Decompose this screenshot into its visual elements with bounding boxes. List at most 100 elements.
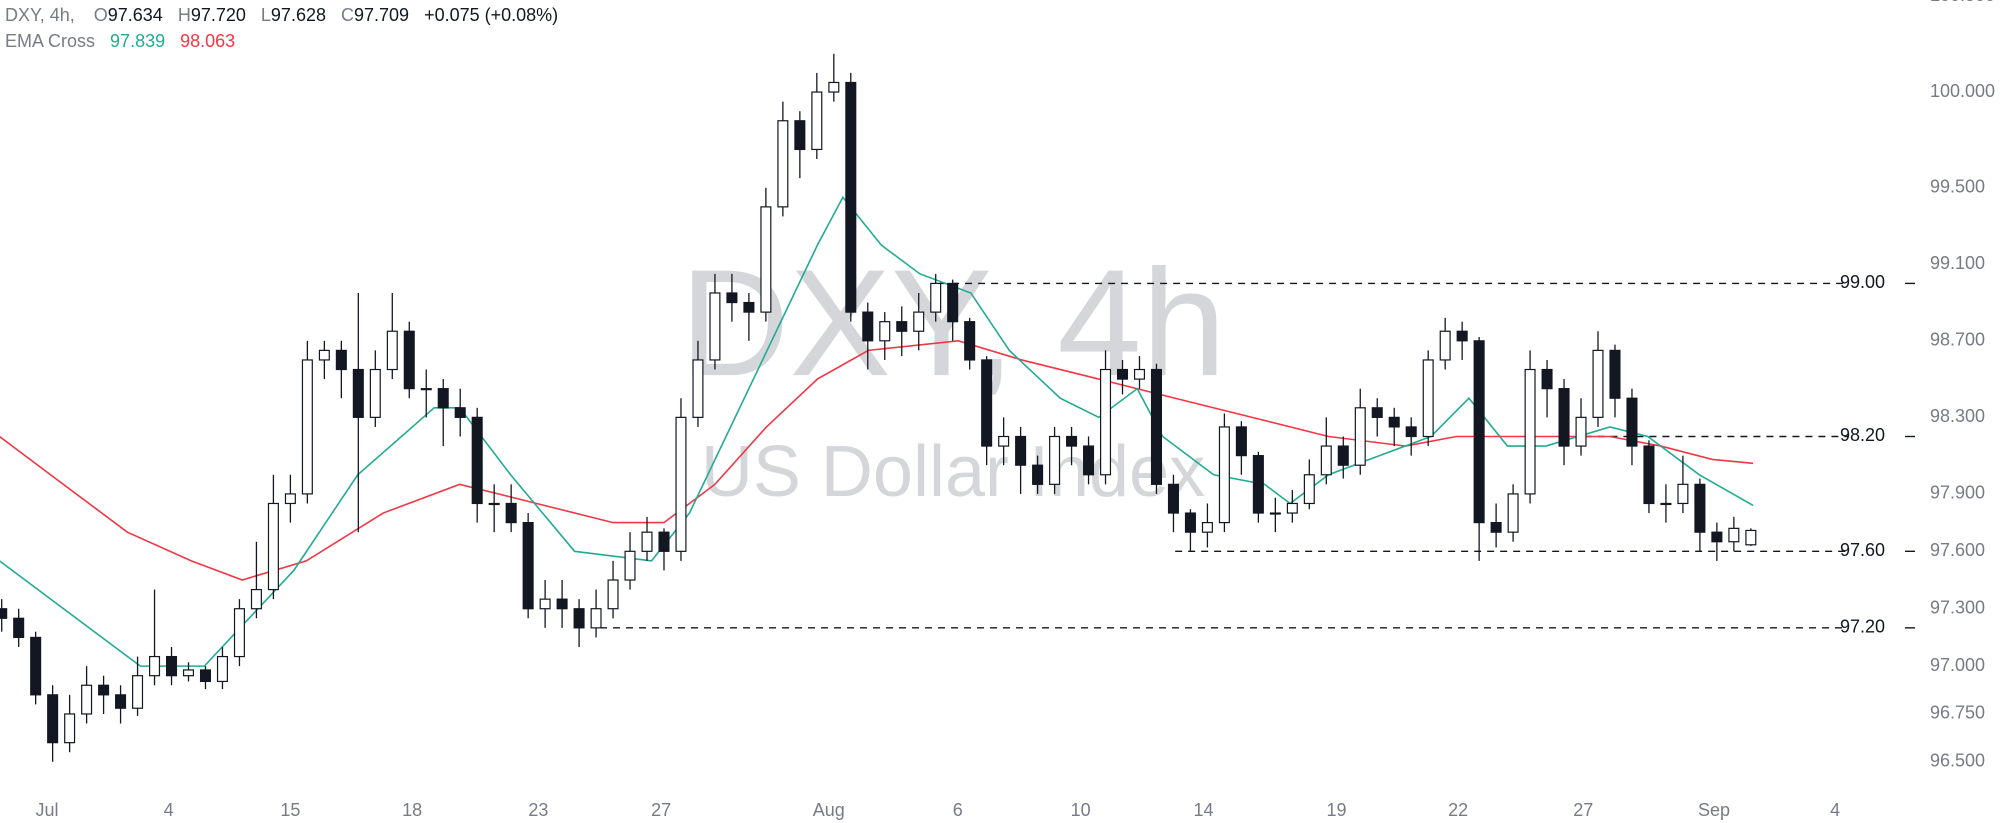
candle-body	[64, 713, 76, 744]
candle-body	[149, 655, 161, 677]
level-label: 98.20	[1840, 425, 1885, 445]
candle-body	[1745, 529, 1757, 546]
candle-body	[913, 311, 925, 332]
candle-body	[1049, 435, 1061, 485]
candle-body	[454, 407, 466, 418]
candle-body	[1422, 359, 1434, 438]
high-label: H	[178, 5, 191, 25]
open-value: 97.634	[108, 5, 163, 25]
ema-label: EMA Cross	[5, 31, 95, 51]
candle-body	[777, 120, 789, 208]
candle-body	[1235, 426, 1247, 457]
candle-body	[539, 598, 551, 610]
candle-body	[0, 608, 8, 619]
candle-body	[981, 359, 993, 447]
candle-body	[1201, 522, 1213, 533]
open-label: O	[94, 5, 108, 25]
candle-body	[930, 282, 942, 313]
candle-body	[182, 669, 195, 677]
candle-body	[335, 349, 347, 371]
candle-body	[1439, 330, 1451, 361]
candle-body	[1592, 349, 1604, 418]
candle-body	[522, 522, 534, 610]
candle-body	[1609, 349, 1621, 399]
candle-body	[1541, 368, 1553, 390]
candle-body	[1116, 368, 1129, 380]
x-tick-label: 14	[1193, 800, 1213, 820]
x-tick-label: 4	[164, 800, 174, 820]
close-value: 97.709	[354, 5, 409, 25]
candle-body	[1184, 512, 1196, 533]
candle-body	[1269, 512, 1281, 515]
candle-body	[403, 330, 415, 390]
y-tick-label: 96.750	[1930, 703, 1985, 723]
candle-body	[318, 349, 330, 361]
y-tick-label: 99.100	[1930, 253, 1985, 273]
x-tick-label: 18	[402, 800, 422, 820]
candle-body	[675, 416, 687, 552]
candle-body	[30, 636, 42, 696]
candle-body	[692, 359, 704, 418]
candle-body	[760, 206, 772, 313]
candle-body	[607, 579, 619, 610]
candle-body	[165, 655, 178, 677]
candle-body	[1711, 531, 1723, 543]
candle-body	[947, 282, 959, 323]
change: +0.075 (+0.08%)	[424, 5, 558, 25]
candle-body	[879, 321, 891, 342]
x-tick-label: 19	[1326, 800, 1346, 820]
candle-body	[1694, 483, 1706, 533]
ema-legend: EMA Cross 97.839 98.063	[5, 31, 235, 51]
candle-body	[1558, 388, 1570, 447]
x-tick-label: 27	[651, 800, 671, 820]
x-tick-label: 22	[1448, 800, 1468, 820]
candle-body	[81, 684, 93, 715]
candle-body	[1100, 368, 1112, 476]
candle-body	[47, 694, 59, 744]
candle-body	[896, 321, 908, 332]
ema-slow-value: 98.063	[180, 31, 235, 51]
candle-body	[794, 120, 806, 151]
candle-body	[1643, 445, 1655, 505]
candle-body	[1524, 368, 1536, 495]
candle-body	[556, 598, 568, 610]
candle-body	[1371, 407, 1383, 418]
candle-body	[1728, 527, 1740, 543]
candle-body	[284, 493, 296, 505]
candle-body	[386, 330, 398, 371]
level-label: 99.00	[1840, 272, 1885, 292]
candle-body	[301, 359, 313, 495]
ema-fast-value: 97.839	[110, 31, 165, 51]
candle-body	[488, 502, 500, 506]
level-label: 97.20	[1840, 617, 1885, 637]
y-tick-label: 98.700	[1930, 330, 1985, 350]
candle-body	[1252, 455, 1264, 514]
candle-body	[1677, 483, 1689, 505]
candle-body	[420, 388, 432, 391]
y-tick-label: 98.300	[1930, 406, 1985, 426]
candle-body	[590, 608, 602, 629]
candle-body	[1286, 502, 1298, 514]
x-tick-label: Jul	[35, 800, 58, 820]
candle-body	[1303, 474, 1315, 505]
candle-body	[1320, 445, 1332, 476]
candle-body	[267, 502, 279, 591]
candle-body	[828, 81, 840, 93]
low-value: 97.628	[271, 5, 326, 25]
candle-body	[199, 669, 212, 683]
y-tick-label: 97.000	[1930, 655, 1985, 675]
y-tick-label: 97.900	[1930, 483, 1985, 503]
candle-body	[862, 311, 874, 342]
candle-body	[845, 81, 857, 313]
candle-body	[1083, 445, 1095, 476]
candle-body	[573, 608, 585, 629]
y-tick-label: 97.300	[1930, 597, 1985, 617]
candle-body	[250, 588, 262, 610]
candle-body	[1066, 435, 1078, 447]
candle-body	[437, 388, 449, 409]
x-tick-label: 15	[280, 800, 300, 820]
candle-body	[1167, 483, 1179, 514]
candle-body	[369, 368, 381, 418]
